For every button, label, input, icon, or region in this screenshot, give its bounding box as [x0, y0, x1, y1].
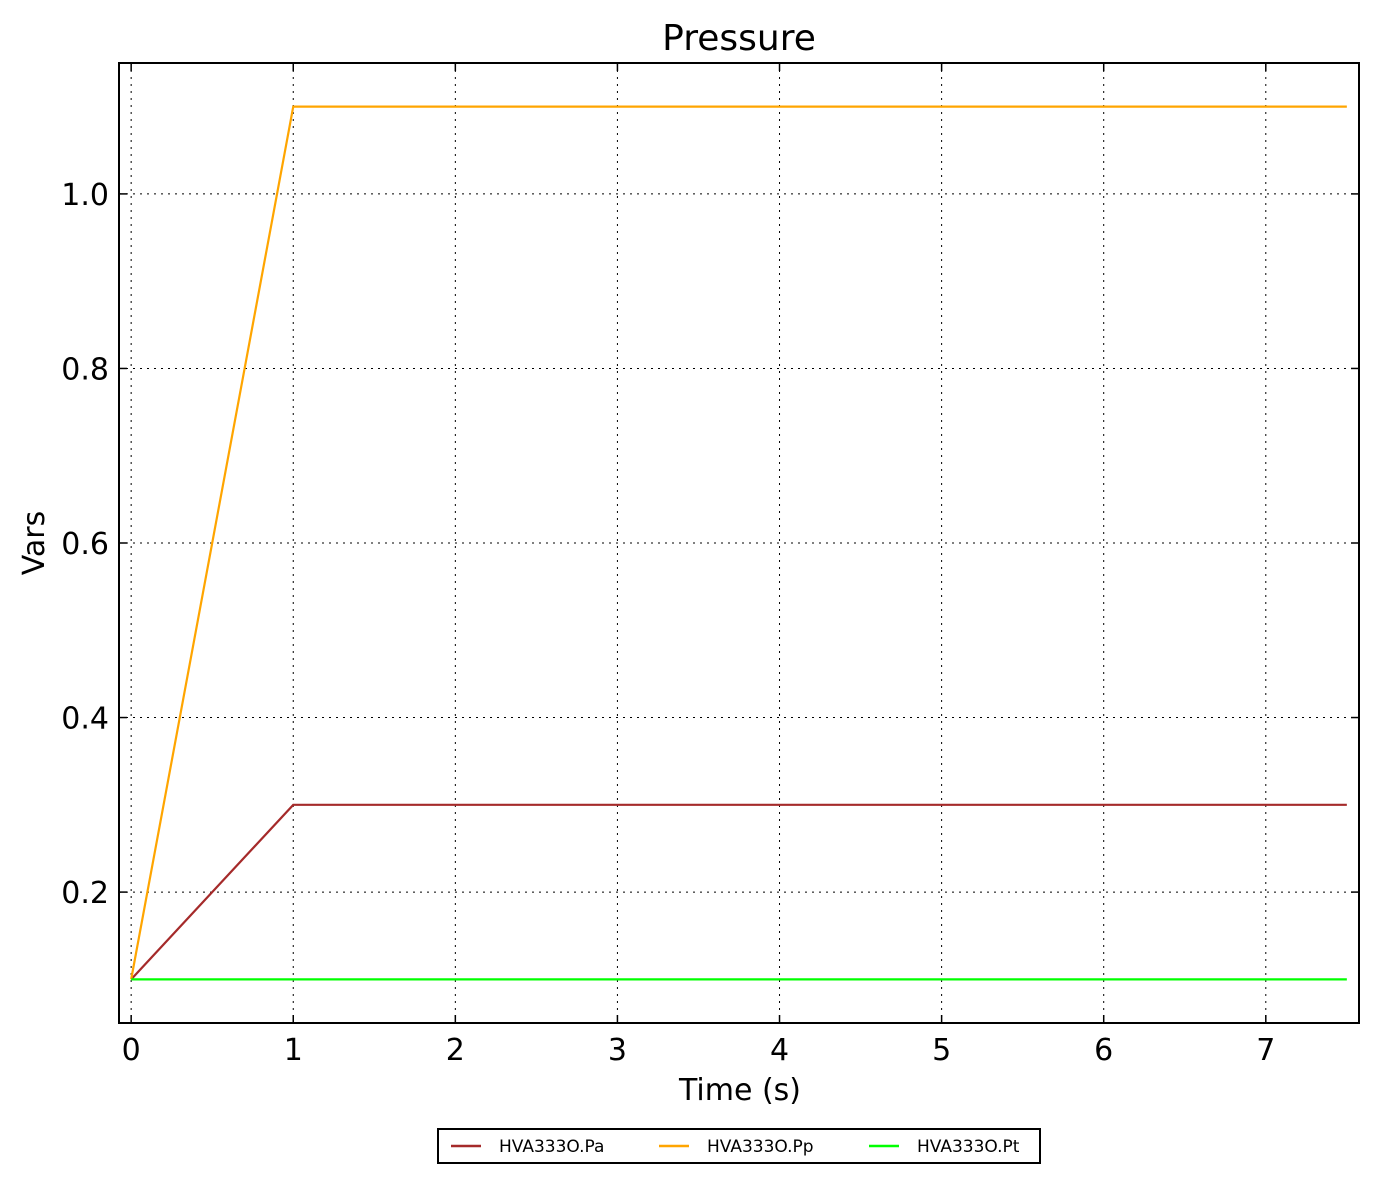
x-tick-label: 0: [122, 1033, 141, 1068]
y-tick-label: 1.0: [61, 178, 109, 213]
x-tick-label: 2: [446, 1033, 465, 1068]
y-tick-label: 0.2: [61, 876, 109, 911]
plot-frame: [118, 62, 1360, 1024]
x-tick-label: 5: [932, 1033, 951, 1068]
x-tick-label: 6: [1094, 1033, 1113, 1068]
series-line-HVA333O.Pa: [130, 803, 1347, 981]
y-tick-label: 0.8: [61, 352, 109, 387]
y-axis-label: Vars: [17, 511, 52, 576]
x-axis-label: Time (s): [678, 1073, 801, 1108]
y-tick-label: 0.4: [61, 702, 109, 737]
ticks: 0 1 2 3 4 5 6 7 0.2 0.4 0.6 0.8 1.0: [61, 63, 1359, 1068]
x-tick-label: 1: [284, 1033, 303, 1068]
legend: HVA333O.Pa HVA333O.Pp HVA333O.Pt: [437, 1128, 1041, 1164]
y-tick-label: 0.6: [61, 527, 109, 562]
chart-title: Pressure: [662, 18, 816, 59]
series-lines: [130, 105, 1347, 981]
x-tick-label: 7: [1256, 1033, 1275, 1068]
legend-label: HVA333O.Pt: [917, 1137, 1020, 1157]
legend-label: HVA333O.Pp: [707, 1137, 814, 1157]
legend-frame: [437, 1128, 1041, 1164]
grid: [119, 63, 1359, 1023]
legend-label: HVA333O.Pa: [499, 1137, 604, 1157]
series-line-HVA333O.Pp: [130, 105, 1347, 980]
x-tick-label: 3: [608, 1033, 627, 1068]
x-tick-label: 4: [770, 1033, 789, 1068]
